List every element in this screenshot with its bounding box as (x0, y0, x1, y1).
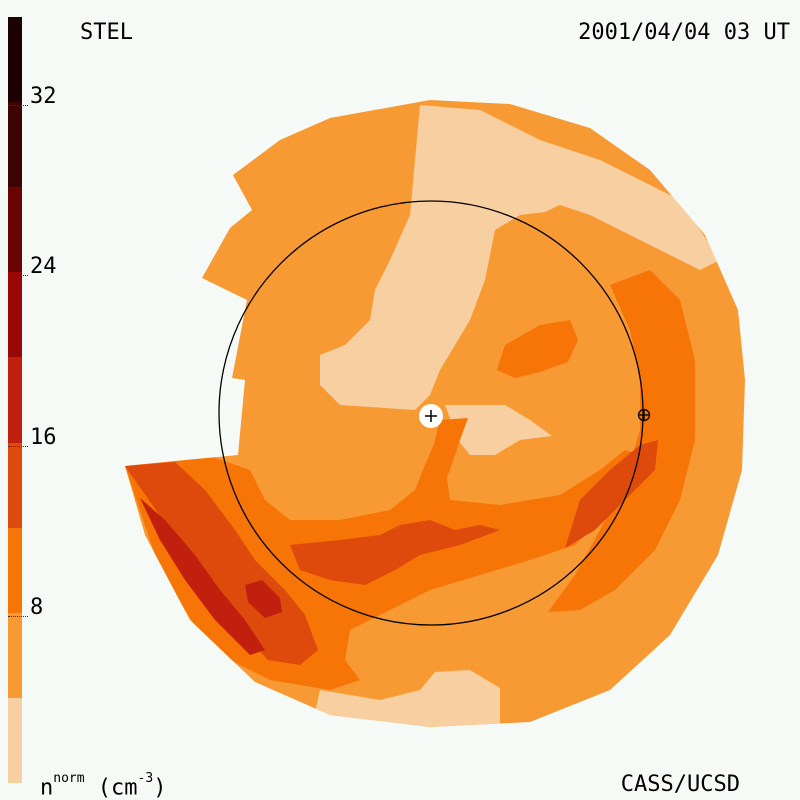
colorbar-tick-mark-0 (8, 615, 28, 617)
colorbar-tick-mark-3 (8, 104, 28, 107)
colorbar-tick-mark-1 (8, 445, 28, 447)
unit-exp: -3 (137, 771, 154, 786)
colorbar (8, 17, 22, 783)
colorbar-segment-6 (8, 187, 22, 273)
level-low-region-center (445, 405, 552, 455)
colorbar-tick-mark-2 (8, 274, 28, 277)
colorbar-segment-7 (8, 102, 22, 188)
level-mid-region-stem (425, 418, 468, 492)
earth-marker-icon (637, 408, 651, 422)
timestamp-label: 2001/04/04 03 UT (578, 20, 790, 45)
level-high-region-band (290, 520, 500, 585)
colorbar-segment-4 (8, 357, 22, 443)
colorbar-segment-3 (8, 442, 22, 528)
colorbar-tick-label-0: 8 (30, 594, 44, 620)
colorbar-segment-1 (8, 612, 22, 698)
level-peak-region-limb (140, 498, 265, 655)
unit-base: n (40, 775, 54, 800)
sun-marker-icon (419, 404, 443, 428)
colorbar-tick-label-2: 24 (30, 254, 57, 280)
level-peak-region-spot (245, 580, 282, 618)
unit-close: ) (153, 775, 167, 800)
level-high-region-east (565, 440, 658, 548)
level-low-region-north (320, 105, 720, 410)
orbit-circle (218, 200, 644, 626)
colorbar-tick-label-3: 32 (30, 84, 57, 110)
colorbar-tick-label-1: 16 (30, 424, 57, 450)
level-mid-region-ne-blob (497, 320, 578, 378)
unit-sup: norm (53, 771, 85, 786)
source-label: STEL (80, 20, 133, 45)
colorbar-segment-5 (8, 272, 22, 358)
credit-label: CASS/UCSD (620, 772, 740, 797)
colorbar-segment-0 (8, 697, 22, 783)
unit-label: nnorm (cm-3) (40, 771, 167, 800)
colorbar-segment-8 (8, 17, 22, 103)
level-mid-region-east-arc (548, 270, 695, 612)
unit-rest: (cm (84, 775, 138, 800)
colorbar-segment-2 (8, 527, 22, 613)
